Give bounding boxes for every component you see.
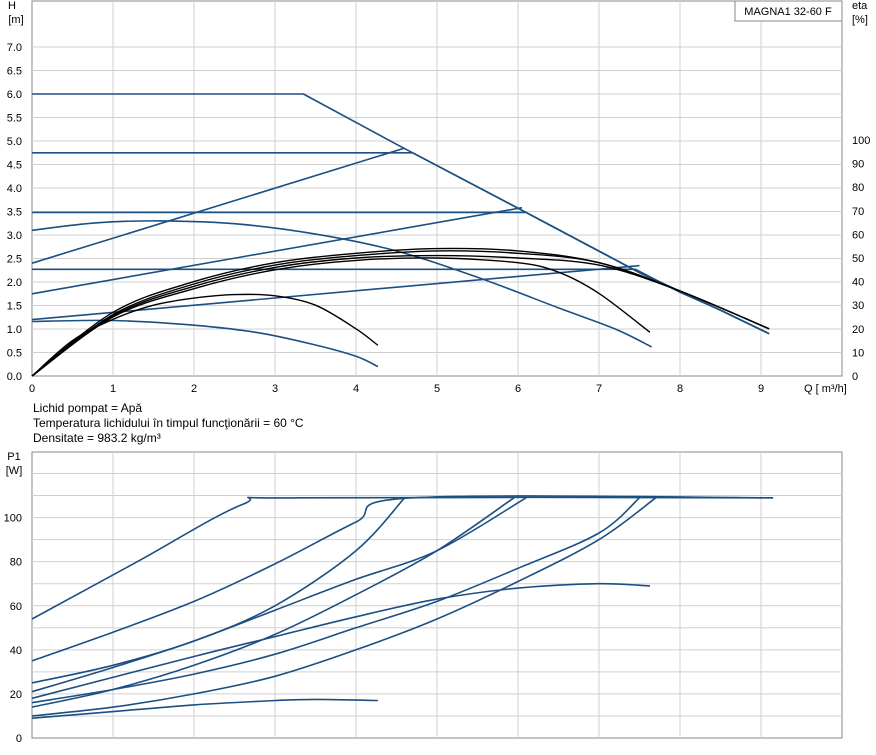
x-tick-label: 7 — [596, 383, 602, 395]
x-tick-label: 1 — [110, 383, 116, 395]
power-y-tick-label: 0 — [16, 733, 22, 745]
head-curve-5 — [31, 220, 652, 348]
y-tick-label: 5.5 — [7, 113, 22, 125]
y2-tick-label: 50 — [852, 253, 864, 265]
y2-tick-label: 40 — [852, 277, 864, 289]
y-tick-label: 7.0 — [7, 42, 22, 54]
power-y-tick-label: 100 — [4, 513, 22, 525]
head-curve-8 — [31, 206, 523, 295]
y-tick-label: 3.5 — [7, 207, 22, 219]
y-axis-unit: [m] — [8, 14, 23, 26]
y-tick-label: 0.5 — [7, 348, 22, 360]
power-curve-2 — [31, 495, 774, 662]
y2-axis-label: eta — [852, 0, 868, 12]
y-tick-label: 0.0 — [7, 371, 22, 383]
y2-axis-unit: [%] — [852, 14, 868, 26]
y-tick-label: 4.5 — [7, 160, 22, 172]
head-curve-4 — [32, 268, 770, 335]
note-temperature: Temperatura lichidului în timpul funcţio… — [33, 416, 304, 430]
y2-tick-label: 90 — [852, 159, 864, 171]
y2-tick-label: 0 — [852, 371, 858, 383]
x-tick-label: 2 — [191, 383, 197, 395]
efficiency-curve-13 — [31, 247, 770, 377]
y2-tick-label: 100 — [852, 135, 870, 147]
x-tick-label: 4 — [353, 383, 359, 395]
head-curve-9 — [31, 264, 640, 321]
note-liquid: Lichid pompat = Apă — [33, 401, 143, 415]
y-axis-label: H — [8, 0, 16, 12]
note-density: Densitate = 983.2 kg/m³ — [33, 431, 161, 445]
power-curve-7 — [31, 497, 657, 717]
x-axis-label: Q [ m³/h] — [804, 383, 847, 395]
y-tick-label: 3.0 — [7, 230, 22, 242]
x-tick-label: 0 — [29, 383, 35, 395]
y-tick-label: 4.0 — [7, 183, 22, 195]
x-tick-label: 3 — [272, 383, 278, 395]
x-tick-label: 9 — [758, 383, 764, 395]
y2-tick-label: 60 — [852, 229, 864, 241]
y-tick-label: 2.0 — [7, 277, 22, 289]
power-y-tick-label: 80 — [10, 557, 22, 569]
y-tick-label: 5.0 — [7, 136, 22, 148]
chart-title: MAGNA1 32-60 F — [744, 6, 832, 18]
power-curve-6 — [31, 497, 641, 704]
power-y-axis-label: P1 — [7, 451, 20, 463]
power-y-tick-label: 20 — [10, 689, 22, 701]
y2-tick-label: 30 — [852, 300, 864, 312]
power-y-tick-label: 60 — [10, 601, 22, 613]
power-curve-1 — [31, 496, 774, 620]
y-tick-label: 1.5 — [7, 301, 22, 313]
y2-tick-label: 70 — [852, 206, 864, 218]
title-box — [734, 0, 843, 22]
y2-tick-label: 80 — [852, 182, 864, 194]
x-tick-label: 5 — [434, 383, 440, 395]
efficiency-curve-11 — [31, 257, 651, 377]
head-curve-7 — [31, 147, 405, 264]
power-curve-8 — [31, 582, 651, 700]
x-tick-label: 6 — [515, 383, 521, 395]
efficiency-curve-14 — [31, 254, 770, 377]
power-y-axis-unit: [W] — [6, 465, 23, 477]
y-tick-label: 6.0 — [7, 89, 22, 101]
x-tick-label: 8 — [677, 383, 683, 395]
y-tick-label: 2.5 — [7, 254, 22, 266]
y-tick-label: 1.0 — [7, 324, 22, 336]
y-tick-label: 6.5 — [7, 66, 22, 78]
power-curve-9 — [31, 698, 378, 719]
y2-tick-label: 20 — [852, 324, 864, 336]
power-y-tick-label: 40 — [10, 645, 22, 657]
y2-tick-label: 10 — [852, 347, 864, 359]
